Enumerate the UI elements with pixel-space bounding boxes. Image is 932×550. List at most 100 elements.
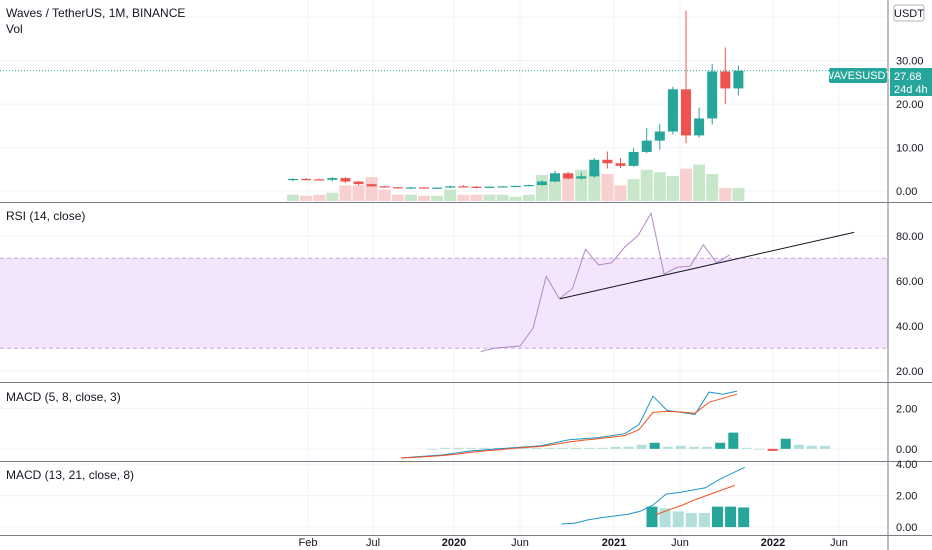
candle-body[interactable] [327,178,338,180]
price-tick-label: 30.00 [896,56,924,68]
candle-body[interactable] [510,185,521,188]
macd-5-8-histogram-bar [702,446,713,449]
macd-5-8-signal-line[interactable] [400,393,738,459]
macd-5-8-histogram-bar [728,432,739,449]
candle-body[interactable] [733,70,744,89]
candle-body[interactable] [628,151,639,166]
bar-countdown: 24d 4h [894,84,928,96]
macd-5-8-histogram-bar [518,447,529,449]
volume-bar [666,176,679,201]
rsi-tick-label: 20.00 [896,366,924,378]
macd-13-21-line[interactable] [561,466,745,525]
candle-body[interactable] [707,71,718,119]
candle-body[interactable] [589,159,600,177]
x-tick-label: 2021 [602,537,626,549]
last-price-tag: WAVESUSDT 27.68 24d 4h [824,68,932,96]
macd-5-8-histogram-bar [820,445,830,449]
macd-5-8-histogram-bar [741,447,752,449]
volume-bar [470,194,483,201]
price-pane[interactable] [0,10,888,201]
candle-body[interactable] [602,159,613,164]
macd-13-21-histogram-bar [659,508,671,528]
macd-5-8-histogram-bar [689,446,699,449]
candle-body[interactable] [536,181,547,186]
volume-label: Vol [6,22,23,36]
candle-body[interactable] [458,186,469,188]
candle-body[interactable] [484,186,495,188]
candle-body[interactable] [288,178,298,181]
rsi-tick-label: 40.00 [896,321,924,333]
candle-body[interactable] [366,184,377,187]
candle-body[interactable] [471,186,482,188]
rsi-trendline[interactable] [559,231,855,300]
rsi-tick-label: 80.00 [896,231,924,243]
macd-5-8-histogram-bar [636,444,647,449]
candle-body[interactable] [550,173,560,182]
x-tick-label: Feb [299,537,318,549]
candle-body[interactable] [497,186,508,188]
macd-5-8-histogram-bar [492,447,503,449]
volume-bar [509,196,522,201]
candle-body[interactable] [405,187,416,189]
candle-body[interactable] [563,173,574,179]
candle-body[interactable] [523,185,534,187]
volume-bar [287,194,299,201]
candle-body[interactable] [641,140,652,152]
candle-body[interactable] [392,187,403,189]
last-price-value: 27.68 [894,71,922,83]
macd-5-8-tick-label: 0.00 [896,444,917,456]
macd-13-21-histogram-bar [672,511,684,528]
candle-body[interactable] [445,186,456,188]
rsi-pane[interactable] [0,211,888,353]
x-tick-label: Jun [830,537,848,549]
macd-5-8-histogram-bar [767,448,778,451]
candle-body[interactable] [340,178,351,182]
macd-13-21-signal-line[interactable] [655,484,735,515]
price-tick-label: 0.00 [896,186,917,198]
macd-13-21-pane[interactable] [561,466,750,528]
volume-bar [601,173,614,201]
macd-13-21-tick-label: 4.00 [896,459,917,471]
macd-5-8-histogram-bar [558,447,568,449]
x-tick-label: Jul [366,537,380,549]
candle-body[interactable] [379,186,390,188]
candle-body[interactable] [301,178,312,181]
candle-body[interactable] [432,187,443,189]
candle-body[interactable] [353,181,364,185]
candle-body[interactable] [720,71,731,89]
macd-5-8-histogram-bar [427,448,437,450]
candle-body[interactable] [694,118,705,136]
volume-bar [444,189,457,201]
macd-5-8-histogram-bar [610,446,621,449]
macd-13-21-histogram-bar [698,512,710,528]
volume-bar [588,172,601,201]
candle-body[interactable] [576,176,587,179]
macd-5-8-histogram-bar [715,442,726,449]
x-tick-label: Jun [671,537,689,549]
symbol-title: Waves / TetherUS, 1M, BINANCE [6,6,185,20]
macd-5-8-line[interactable] [400,390,738,459]
volume-bar [680,168,692,201]
symbol-tag: WAVESUSDT [824,70,893,82]
volume-bar [535,175,548,201]
candle-body[interactable] [667,89,678,132]
volume-bar [339,185,352,201]
candle-body[interactable] [419,187,429,189]
macd-5-8-histogram-bar [623,446,634,449]
volume-bar [627,179,640,201]
macd-5-8-histogram-bar [466,447,477,449]
macd-5-8-histogram-bar [479,447,490,449]
volume-bar [378,189,391,201]
currency-badge[interactable]: USDT [893,4,925,22]
candle-body[interactable] [681,89,691,136]
rsi-line[interactable] [480,211,730,353]
candle-body[interactable] [654,131,665,141]
volume-bar [391,194,404,201]
macd-5-8-histogram-bar [544,447,555,449]
macd-5-8-pane[interactable] [400,390,830,459]
candle-body[interactable] [615,163,626,166]
volume-bar [732,188,745,201]
candle-body[interactable] [314,179,325,181]
macd-5-8-histogram-bar [754,448,765,450]
